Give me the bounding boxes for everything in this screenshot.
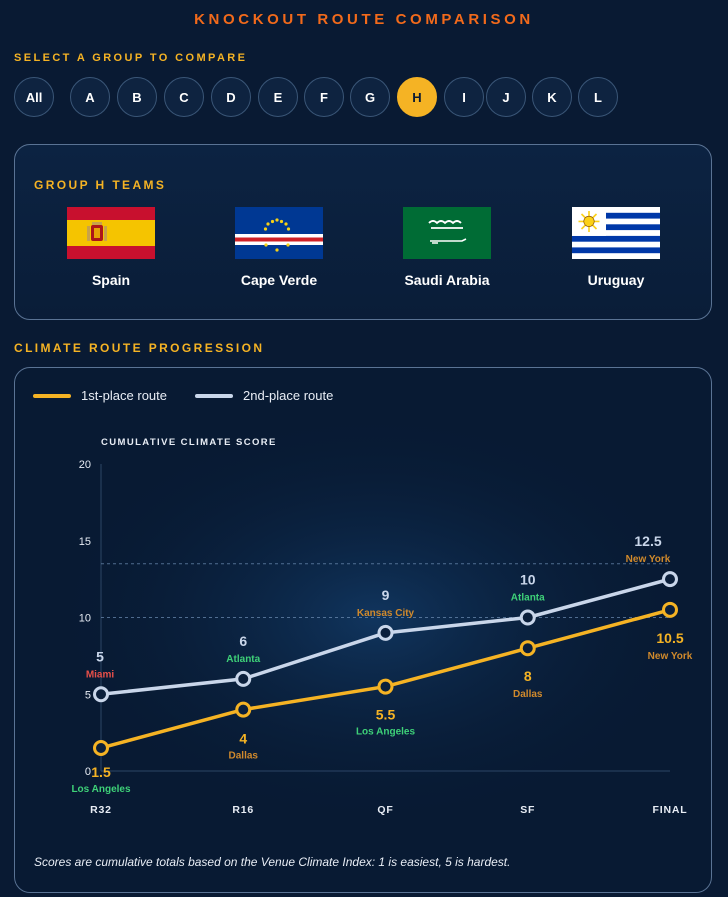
value-label: 5.5 — [376, 707, 396, 723]
legend-item-second: 2nd-place route — [195, 388, 333, 403]
route-line-chart: CUMULATIVE CLIMATE SCORE 0 5 10 15 20 R32 R16 QF… — [45, 408, 705, 828]
y-tick-label: 0 — [85, 766, 91, 778]
group-button-a[interactable]: A — [70, 77, 110, 117]
city-label: Los Angeles — [71, 784, 131, 795]
group-button-d[interactable]: D — [211, 77, 251, 117]
x-tick-label: FINAL — [653, 804, 688, 816]
group-button-g[interactable]: G — [350, 77, 390, 117]
teams-panel: GROUP H TEAMS Spain Cape Verde — [14, 144, 712, 320]
data-point — [377, 678, 394, 695]
team-card: Spain — [27, 207, 195, 288]
group-select-label: SELECT A GROUP TO COMPARE — [14, 52, 248, 64]
team-name: Uruguay — [587, 272, 645, 288]
y-tick-label: 15 — [79, 536, 91, 548]
group-button-h[interactable]: H — [397, 77, 437, 117]
group-button-all[interactable]: All — [14, 77, 54, 117]
chart-footnote: Scores are cumulative totals based on th… — [34, 855, 511, 869]
value-label: 6 — [239, 633, 247, 649]
legend-swatch — [33, 393, 71, 398]
value-label: 10 — [520, 572, 536, 588]
y-tick-label: 5 — [85, 689, 91, 701]
group-button-b[interactable]: B — [117, 77, 157, 117]
city-label: Los Angeles — [356, 727, 416, 738]
legend-item-first: 1st-place route — [33, 388, 167, 403]
city-label: Dallas — [513, 689, 543, 700]
chart-legend: 1st-place route 2nd-place route — [33, 388, 361, 403]
city-label: Atlanta — [226, 654, 260, 665]
team-card: Cape Verde — [195, 207, 363, 288]
y-tick-label: 20 — [79, 459, 91, 471]
page-title: KNOCKOUT ROUTE COMPARISON — [194, 11, 534, 28]
data-point — [93, 739, 109, 756]
data-point — [519, 609, 536, 626]
team-card: Saudi Arabia — [363, 207, 531, 288]
y-tick-label: 10 — [79, 613, 91, 625]
value-label: 8 — [524, 668, 532, 684]
team-card: Uruguay — [532, 207, 700, 288]
x-tick-label: QF — [377, 804, 393, 816]
data-point — [235, 701, 252, 718]
data-point — [235, 670, 252, 687]
data-point — [377, 624, 394, 641]
group-button-i[interactable]: I — [444, 77, 484, 117]
saudi-arabia-flag-icon — [403, 207, 491, 259]
uruguay-flag-icon — [572, 207, 660, 259]
x-tick-label: R16 — [232, 804, 254, 816]
cape-verde-flag-icon — [235, 207, 323, 259]
group-button-l[interactable]: L — [578, 77, 618, 117]
team-name: Cape Verde — [240, 272, 318, 288]
legend-swatch — [195, 393, 233, 398]
spain-flag-icon — [67, 207, 155, 259]
teams-title: GROUP H TEAMS — [34, 178, 167, 192]
city-label: New York — [626, 554, 671, 565]
x-tick-label: R32 — [90, 804, 112, 816]
city-label: Miami — [86, 669, 115, 680]
city-label: Dallas — [229, 751, 259, 762]
group-button-e[interactable]: E — [258, 77, 298, 117]
value-label: 9 — [382, 587, 390, 603]
data-point — [662, 571, 678, 588]
city-label: New York — [648, 651, 693, 662]
group-button-j[interactable]: J — [486, 77, 526, 117]
chart-panel: CUMULATIVE CLIMATE SCORE 0 5 10 15 20 R32 R16 QF… — [14, 367, 712, 893]
data-point — [93, 686, 109, 703]
progression-title: CLIMATE ROUTE PROGRESSION — [14, 341, 265, 355]
value-label: 1.5 — [91, 764, 111, 780]
city-label: Atlanta — [511, 593, 545, 604]
data-point — [519, 640, 536, 657]
value-label: 12.5 — [634, 533, 661, 549]
city-label: Kansas City — [357, 608, 415, 619]
chart-glow — [45, 408, 705, 828]
legend-label: 2nd-place route — [243, 388, 334, 403]
y-axis-title: CUMULATIVE CLIMATE SCORE — [101, 437, 277, 448]
data-point — [662, 601, 678, 618]
team-name: Saudi Arabia — [404, 272, 490, 288]
value-label: 4 — [239, 731, 247, 747]
team-name: Spain — [91, 272, 131, 288]
legend-label: 1st-place route — [81, 388, 167, 403]
x-tick-label: SF — [520, 804, 535, 816]
group-button-f[interactable]: F — [304, 77, 344, 117]
value-label: 5 — [96, 648, 104, 664]
group-button-k[interactable]: K — [532, 77, 572, 117]
value-label: 10.5 — [656, 630, 683, 646]
group-button-c[interactable]: C — [164, 77, 204, 117]
